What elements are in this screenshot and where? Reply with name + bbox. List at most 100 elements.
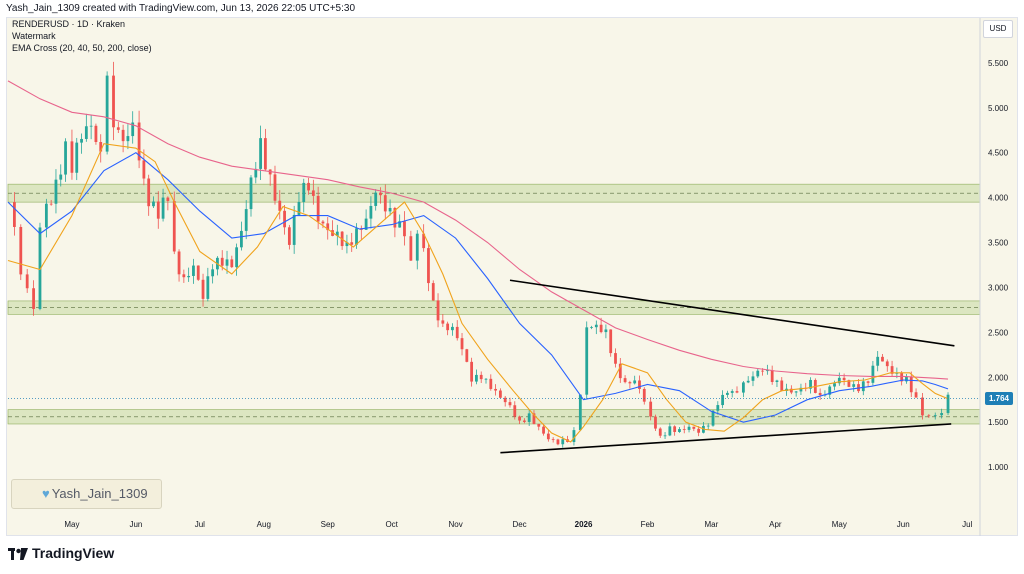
candle-body bbox=[503, 397, 507, 403]
candle-body bbox=[70, 141, 74, 173]
candle-body bbox=[302, 182, 306, 202]
candle-body bbox=[38, 227, 42, 309]
candle-body bbox=[546, 433, 550, 440]
candle-body bbox=[44, 203, 48, 228]
watermark-legend[interactable]: Watermark bbox=[12, 31, 56, 41]
candle-body bbox=[946, 394, 950, 414]
time-axis-tick-label: Aug bbox=[257, 520, 271, 529]
candle-body bbox=[84, 126, 88, 139]
candle-body bbox=[484, 378, 488, 380]
candle-body bbox=[658, 428, 662, 436]
trendline bbox=[500, 423, 952, 454]
candle-body bbox=[350, 242, 354, 245]
time-axis-tick-label: Jun bbox=[129, 520, 142, 529]
price-axis-tick-label: 5.000 bbox=[988, 104, 1009, 113]
candle-body bbox=[735, 391, 739, 393]
candle-body bbox=[940, 413, 944, 416]
candle-body bbox=[89, 125, 93, 127]
candle-body bbox=[142, 160, 146, 179]
price-axis-tick-label: 1.500 bbox=[988, 418, 1009, 427]
candle-body bbox=[789, 388, 793, 393]
candle-body bbox=[292, 214, 296, 245]
candle-body bbox=[885, 361, 889, 367]
candle-body bbox=[866, 381, 870, 383]
indicator-legend[interactable]: EMA Cross (20, 40, 50, 200, close) bbox=[12, 43, 152, 53]
candle-body bbox=[427, 248, 430, 284]
candle-body bbox=[249, 177, 253, 210]
candle-body bbox=[187, 275, 191, 278]
candle-body bbox=[121, 129, 125, 142]
candle-body bbox=[522, 420, 526, 422]
candle-body bbox=[828, 386, 832, 395]
candle-body bbox=[638, 380, 641, 389]
candle-body bbox=[678, 429, 681, 432]
candle-body bbox=[415, 233, 419, 261]
candle-body bbox=[240, 230, 243, 248]
trendline bbox=[509, 279, 955, 347]
author-watermark: ♥ Yash_Jain_1309 bbox=[11, 479, 162, 509]
candle-body bbox=[751, 376, 755, 381]
candle-body bbox=[254, 168, 258, 178]
candle-body bbox=[355, 228, 358, 245]
candle-body bbox=[642, 388, 646, 402]
candle-body bbox=[99, 142, 103, 152]
candle-body bbox=[283, 210, 286, 228]
price-axis-tick-label: 5.500 bbox=[988, 59, 1009, 68]
candle-body bbox=[259, 138, 262, 169]
candle-body bbox=[706, 425, 710, 427]
candle-body bbox=[235, 247, 239, 268]
price-axis-tick-label: 3.500 bbox=[988, 239, 1009, 248]
candle-body bbox=[890, 366, 894, 374]
candle-body bbox=[775, 380, 779, 382]
candle-body bbox=[618, 363, 622, 379]
symbol-legend[interactable]: RENDERUSD · 1D · Kraken bbox=[12, 19, 126, 29]
candle-body bbox=[711, 410, 715, 426]
candle-body bbox=[614, 353, 617, 364]
candle-body bbox=[537, 423, 541, 427]
ema-20-line bbox=[7, 143, 949, 443]
candle-body bbox=[599, 324, 603, 333]
candle-body bbox=[470, 361, 474, 382]
time-axis-tick-label: 2026 bbox=[575, 520, 593, 529]
candle-body bbox=[393, 207, 397, 228]
price-axis-tick-label: 3.000 bbox=[988, 283, 1009, 292]
candle-body bbox=[465, 349, 469, 362]
candle-body bbox=[287, 227, 291, 245]
currency-button[interactable]: USD bbox=[983, 20, 1013, 38]
candle-body bbox=[263, 138, 267, 170]
candle-body bbox=[756, 370, 760, 377]
candle-body bbox=[927, 415, 931, 417]
candle-body bbox=[518, 416, 521, 421]
candle-body bbox=[746, 380, 750, 383]
candle-body bbox=[881, 356, 884, 362]
candle-body bbox=[379, 192, 382, 196]
candle-body bbox=[561, 439, 565, 445]
candle-body bbox=[527, 413, 531, 422]
chart-pane[interactable] bbox=[6, 17, 1018, 536]
candle-body bbox=[147, 178, 151, 207]
candle-body bbox=[578, 394, 582, 431]
candle-body bbox=[933, 415, 937, 417]
tradingview-logo[interactable]: TradingView bbox=[8, 545, 114, 561]
candle-body bbox=[177, 251, 181, 275]
candle-body bbox=[211, 269, 215, 277]
time-axis-tick-label: Apr bbox=[769, 520, 782, 529]
candle-body bbox=[673, 426, 677, 432]
candle-body bbox=[388, 207, 392, 212]
candle-body bbox=[126, 136, 130, 142]
candle-body bbox=[818, 392, 822, 396]
candle-body bbox=[585, 327, 589, 395]
time-axis-tick-label: Jun bbox=[897, 520, 910, 529]
candle-body bbox=[273, 174, 277, 201]
candle-body bbox=[726, 392, 729, 395]
candle-body bbox=[403, 221, 406, 237]
time-axis-tick-label: Oct bbox=[385, 520, 398, 529]
candle-body bbox=[633, 380, 637, 384]
candle-body bbox=[479, 374, 483, 380]
price-axis-tick-label: 2.500 bbox=[988, 328, 1009, 337]
time-axis-tick-label: Sep bbox=[321, 520, 336, 529]
candle-body bbox=[475, 374, 478, 382]
candle-body bbox=[398, 221, 402, 228]
candle-body bbox=[364, 218, 368, 230]
